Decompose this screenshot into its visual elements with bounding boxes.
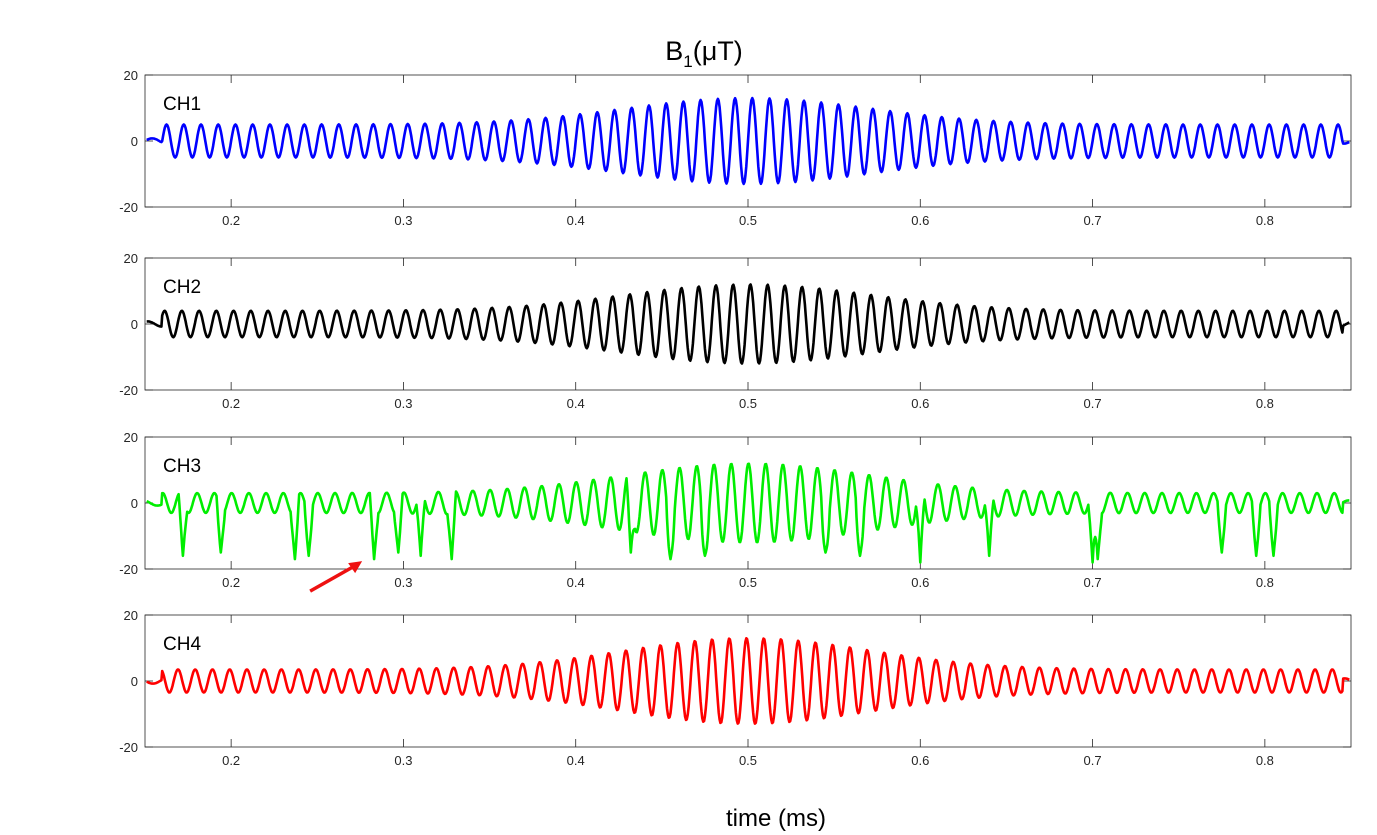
x-tick-label: 0.7 (1084, 753, 1102, 768)
y-tick-label: 20 (124, 68, 138, 83)
x-tick-label: 0.2 (222, 575, 240, 590)
y-tick-label: 20 (124, 251, 138, 266)
y-tick-label: -20 (119, 200, 138, 215)
y-tick-label: -20 (119, 740, 138, 755)
channel-label: CH3 (163, 456, 201, 477)
x-tick-label: 0.4 (567, 396, 585, 411)
x-tick-label: 0.3 (394, 575, 412, 590)
series-line-ch3 (146, 462, 1350, 564)
x-tick-label: 0.2 (222, 396, 240, 411)
y-tick-label: 20 (124, 608, 138, 623)
x-tick-label: 0.6 (911, 396, 929, 411)
x-tick-label: 0.4 (567, 753, 585, 768)
x-tick-label: 0.5 (739, 753, 757, 768)
panel-ch3: 0.2 0.3 0.4 0.5 0.6 0.7 0.8 20 0 -20 CH3 (119, 430, 1352, 593)
chart-title-subscript: 1 (683, 52, 692, 71)
panel-ch2: 0.2 0.3 0.4 0.5 0.6 0.7 0.8 20 0 -20 CH2 (119, 251, 1352, 411)
axes-box (144, 436, 1352, 570)
x-tick-label: 0.5 (739, 575, 757, 590)
axes-box (144, 257, 1352, 391)
annotation-arrow-head (348, 561, 363, 574)
x-tick-label: 0.5 (739, 396, 757, 411)
channel-label: CH4 (163, 634, 201, 655)
x-tick-label: 0.5 (739, 213, 757, 228)
y-tick-label: 0 (131, 674, 138, 689)
x-tick-label: 0.2 (222, 213, 240, 228)
x-tick-label: 0.6 (911, 575, 929, 590)
x-tick-label: 0.2 (222, 753, 240, 768)
y-tick-label: 0 (131, 496, 138, 511)
x-tick-label: 0.8 (1256, 396, 1274, 411)
channel-label: CH1 (163, 94, 201, 115)
y-tick-label: -20 (119, 383, 138, 398)
annotation-arrow-shaft (309, 563, 358, 593)
x-tick-label: 0.3 (394, 753, 412, 768)
x-tick-label: 0.8 (1256, 753, 1274, 768)
y-tick-label: 0 (131, 134, 138, 149)
series-line-ch2 (146, 283, 1350, 365)
x-axis-label: time (ms) (726, 805, 826, 832)
series-line-ch4 (146, 636, 1350, 725)
channel-label: CH2 (163, 277, 201, 298)
panel-ch4: 0.2 0.3 0.4 0.5 0.6 0.7 0.8 20 0 -20 CH4 (119, 608, 1352, 768)
chart-title-unit: (μT) (693, 36, 743, 66)
x-tick-label: 0.8 (1256, 575, 1274, 590)
series-line-ch1 (146, 96, 1350, 186)
axes-box (144, 614, 1352, 748)
x-tick-label: 0.3 (394, 396, 412, 411)
x-tick-label: 0.3 (394, 213, 412, 228)
panel-ch1: 0.2 0.3 0.4 0.5 0.6 0.7 0.8 20 0 -20 CH1 (119, 68, 1352, 228)
x-tick-label: 0.7 (1084, 213, 1102, 228)
x-tick-label: 0.7 (1084, 575, 1102, 590)
y-tick-label: 20 (124, 430, 138, 445)
x-tick-label: 0.6 (911, 213, 929, 228)
x-tick-label: 0.6 (911, 753, 929, 768)
x-tick-label: 0.4 (567, 213, 585, 228)
x-tick-label: 0.8 (1256, 213, 1274, 228)
y-tick-label: -20 (119, 562, 138, 577)
x-tick-label: 0.4 (567, 575, 585, 590)
y-tick-label: 0 (131, 317, 138, 332)
chart-title: B1(μT) (665, 36, 743, 71)
chart-title-main: B (665, 36, 683, 66)
x-tick-label: 0.7 (1084, 396, 1102, 411)
